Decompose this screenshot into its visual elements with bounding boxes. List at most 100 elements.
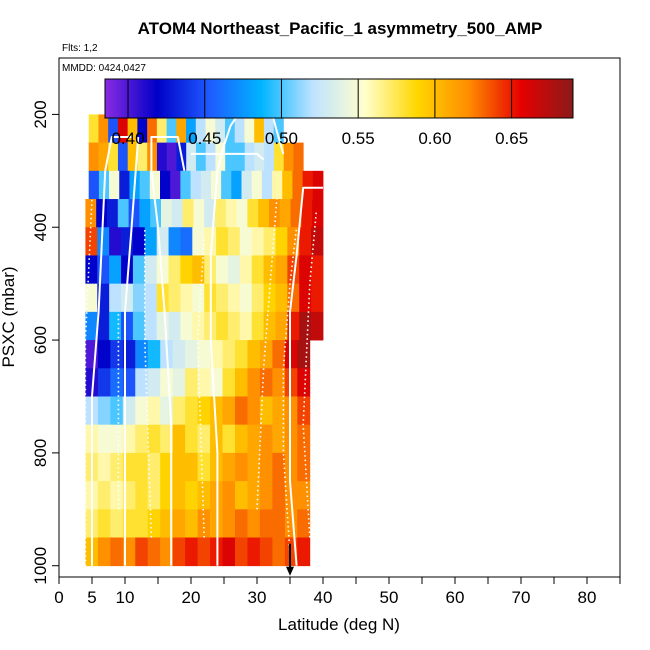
heatmap-cell <box>273 142 285 172</box>
heatmap-cell <box>85 227 98 256</box>
heatmap-cell <box>85 368 99 397</box>
heatmap-cell <box>251 170 263 200</box>
heatmap-cell <box>195 114 206 144</box>
heatmap-cell <box>297 368 311 397</box>
heatmap-cell <box>170 170 181 200</box>
heatmap-cell <box>235 537 248 567</box>
heatmap-cell <box>121 283 134 313</box>
heatmap-cell <box>259 368 273 397</box>
heatmap-cell <box>97 509 111 538</box>
heatmap-cell <box>186 114 197 144</box>
heatmap-cell <box>239 255 253 285</box>
heatmap-cell <box>97 396 111 426</box>
heatmap-cell <box>227 255 241 285</box>
heatmap-cell <box>128 199 140 228</box>
heatmap-cell <box>97 424 111 454</box>
heatmap-cell <box>273 114 284 144</box>
heatmap-cell <box>216 283 229 313</box>
heatmap-cell <box>234 114 245 144</box>
heatmap-cell <box>210 396 223 426</box>
heatmap-cell <box>139 199 151 228</box>
heatmap-cell <box>172 481 186 510</box>
x-tick-label: 5 <box>87 588 96 607</box>
heatmap-cell <box>147 368 161 397</box>
heatmap-cell <box>110 509 124 538</box>
heatmap-cell <box>156 142 168 172</box>
heatmap-cell <box>97 481 111 510</box>
heatmap-cell <box>119 170 130 200</box>
heatmap-cell <box>272 452 286 482</box>
heatmap-cell <box>234 142 246 172</box>
heatmap-cell <box>180 170 191 200</box>
heatmap-cell <box>239 227 253 256</box>
heatmap-cell <box>311 227 324 256</box>
heatmap-cell <box>272 340 286 369</box>
heatmap-cell <box>172 424 186 454</box>
heatmap-cell <box>247 368 261 397</box>
heatmap-cell <box>261 170 273 200</box>
heatmap-cell <box>312 170 324 200</box>
x-tick-label: 40 <box>314 588 333 607</box>
x-tick-label: 50 <box>380 588 399 607</box>
heatmap-cell <box>110 368 124 397</box>
heatmap-cell <box>185 509 198 538</box>
heatmap-cell <box>311 255 324 285</box>
heatmap-cell <box>160 368 174 397</box>
heatmap-cell <box>221 170 232 200</box>
heatmap-cell <box>197 537 211 567</box>
heatmap-cell <box>97 311 110 341</box>
heatmap-cell <box>135 509 149 538</box>
y-tick-label: 800 <box>31 439 50 467</box>
heatmap-cell <box>299 227 312 256</box>
heatmap-cell <box>299 283 312 313</box>
heatmap-cell <box>284 424 298 454</box>
heatmap-cell <box>297 509 311 538</box>
heatmap-cell <box>216 311 229 341</box>
colorbar-tick-label: 0.65 <box>495 129 528 148</box>
heatmap-cell <box>225 199 237 228</box>
heatmap-cell <box>109 283 122 313</box>
x-tick-label: 20 <box>182 588 201 607</box>
heatmap-cell <box>171 199 183 228</box>
heatmap-cell <box>180 255 193 285</box>
heatmap-cell <box>299 311 312 341</box>
heatmap-cell <box>98 142 109 172</box>
heatmap-cell <box>222 481 236 510</box>
heatmap-cell <box>135 340 149 369</box>
heatmap-cell <box>168 227 181 256</box>
heatmap-cell <box>236 199 248 228</box>
heatmap-cell <box>299 255 312 285</box>
heatmap-cell <box>172 396 186 426</box>
heatmap-cell <box>97 537 111 567</box>
heatmap-cell <box>259 396 273 426</box>
heatmap-cell <box>311 311 324 341</box>
heatmap-cell <box>110 340 124 369</box>
heatmap-cell <box>297 424 311 454</box>
heatmap-cell <box>275 311 288 341</box>
heatmap-cell <box>147 452 161 482</box>
heatmap-cell <box>197 481 211 510</box>
heatmap-cell <box>185 340 198 369</box>
heatmap-cell <box>185 481 198 510</box>
heatmap-cell <box>293 142 304 172</box>
heatmap-cell <box>121 311 134 341</box>
heatmap-cell <box>205 142 216 172</box>
heatmap-cell <box>235 481 248 510</box>
heatmap-cell <box>222 424 236 454</box>
heatmap-cell <box>205 114 216 144</box>
heatmap-cell <box>85 255 98 285</box>
heatmap-cell <box>297 340 311 369</box>
heatmap-cell <box>247 199 259 228</box>
heatmap-cell <box>168 283 181 313</box>
heatmap-cell <box>160 452 174 482</box>
heatmap-cell <box>109 170 120 200</box>
heatmap-cell <box>144 283 158 313</box>
heatmap-cell <box>122 537 136 567</box>
heatmap-cell <box>235 424 248 454</box>
heatmap-cell <box>197 340 211 369</box>
heatmap-cell <box>297 452 311 482</box>
heatmap-cell <box>88 170 100 200</box>
heatmap-cell <box>97 227 110 256</box>
heatmap-cell <box>132 283 146 313</box>
heatmap-cell <box>297 537 311 567</box>
